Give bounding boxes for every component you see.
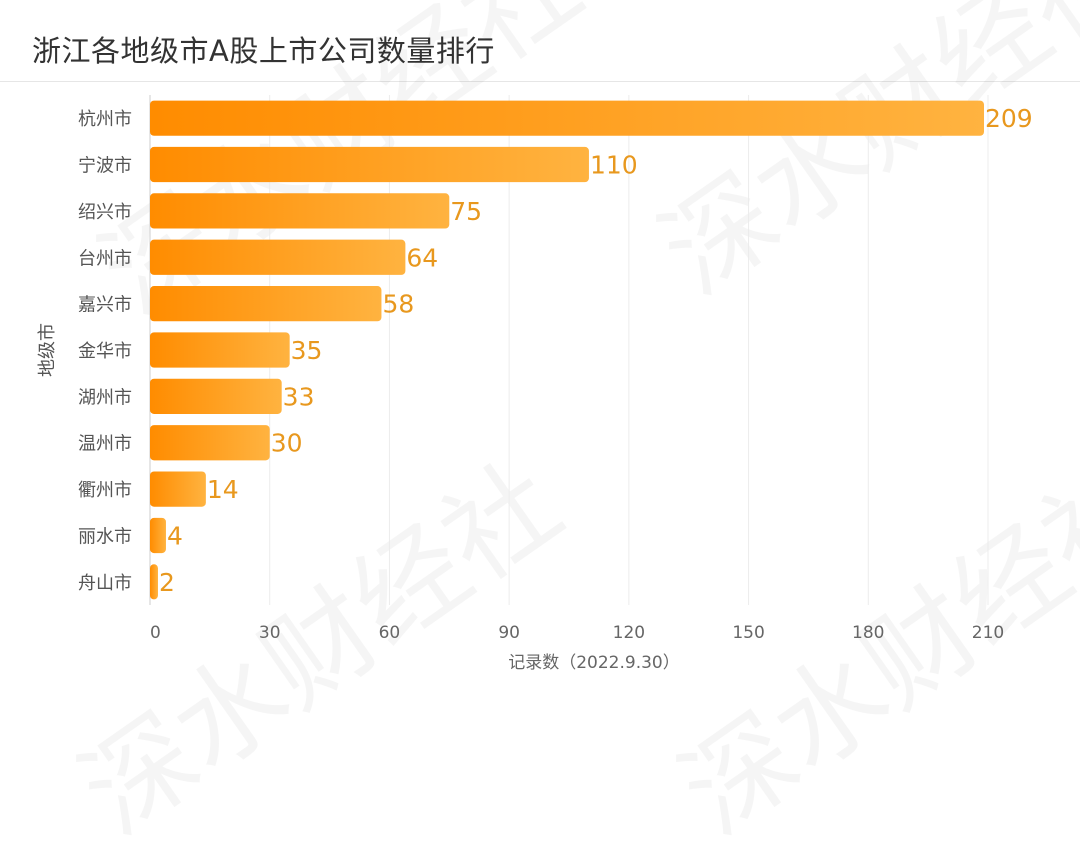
title-divider [0,81,1080,82]
bar [150,378,282,414]
category-label: 金华市 [78,341,132,362]
x-tick-label: 0 [150,623,161,643]
bar [150,146,589,183]
x-tick-label: 180 [852,623,884,643]
x-axis-title: 记录数（2022.9.30） [508,653,680,673]
value-label: 30 [271,429,303,458]
value-label: 75 [450,197,482,226]
value-label: 209 [985,104,1033,133]
value-label: 2 [159,568,175,597]
value-label: 110 [590,151,638,180]
chart-title: 浙江各地级市A股上市公司数量排行 [32,34,495,68]
x-tick-label: 150 [732,623,764,643]
bar [150,332,290,368]
category-label: 丽水市 [78,526,132,547]
bar [150,564,158,600]
value-label: 64 [406,243,438,272]
bar [150,286,382,322]
bar [150,425,270,461]
value-label: 35 [291,336,323,365]
category-label: 衢州市 [78,480,132,501]
value-label: 58 [382,290,414,319]
category-label: 杭州市 [78,109,132,130]
y-axis-title: 地级市 [37,323,58,377]
category-label: 舟山市 [78,573,132,594]
category-label: 台州市 [78,248,132,269]
bar [150,193,450,229]
category-label: 绍兴市 [78,202,132,223]
value-label: 14 [207,475,239,504]
category-label: 宁波市 [78,156,132,177]
value-label: 4 [167,521,183,550]
x-tick-labels: 0 30 60 90 120 150 180 210 [150,623,1004,643]
x-tick-label: 210 [972,623,1004,643]
x-tick-label: 120 [613,623,645,643]
bars [150,100,985,600]
category-label: 温州市 [78,434,132,455]
bar [150,100,985,136]
category-label: 湖州市 [78,387,132,408]
x-tick-label: 30 [259,623,281,643]
bar [150,471,206,507]
bar [150,239,406,275]
value-label: 33 [283,382,315,411]
category-label: 嘉兴市 [78,295,132,316]
value-labels: 209 110 75 64 58 35 33 30 14 4 2 [159,104,1033,597]
x-tick-label: 60 [379,623,401,643]
x-tick-label: 90 [498,623,520,643]
bar [150,517,166,554]
